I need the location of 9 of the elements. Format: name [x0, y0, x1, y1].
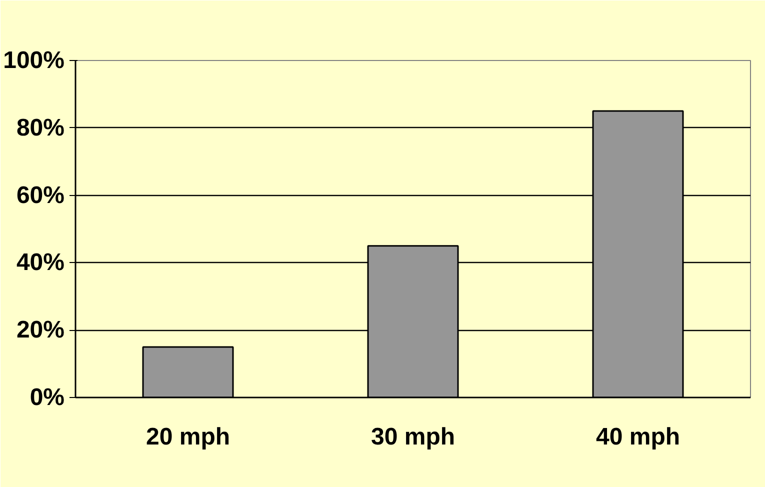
x-tick-label: 20 mph [146, 424, 230, 450]
x-tick-label: 40 mph [596, 424, 680, 450]
x-tick-label: 30 mph [370, 424, 456, 450]
y-tick-label: 100% [3, 47, 65, 74]
y-tick-label: 60% [16, 182, 65, 209]
y-tick-label: 0% [30, 384, 64, 411]
y-tick-label: 40% [16, 249, 65, 276]
y-tick-label: 20% [16, 316, 65, 344]
y-tick-label: 80% [16, 114, 65, 142]
